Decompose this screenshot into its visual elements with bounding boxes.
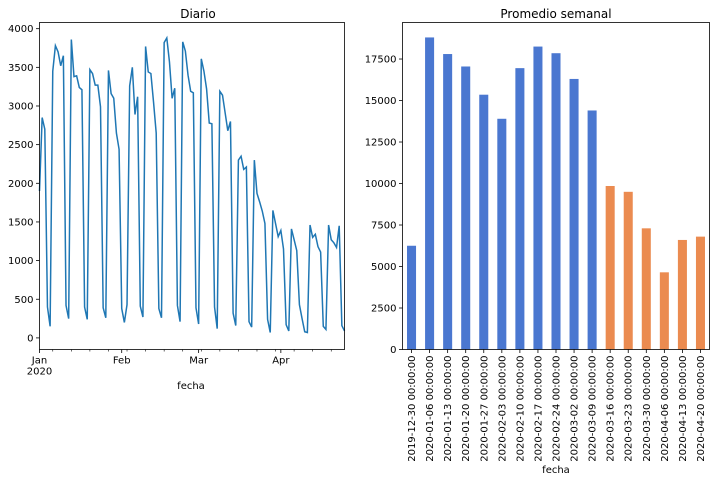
weekly-y-tick-label: 5000 bbox=[371, 262, 396, 273]
weekly-x-tick-label: 2020-03-16 00:00:00 bbox=[606, 356, 617, 462]
weekly-x-tick-label: 2020-04-13 00:00:00 bbox=[678, 356, 689, 462]
weekly-bar bbox=[461, 66, 471, 350]
weekly-x-tick-label: 2020-01-06 00:00:00 bbox=[425, 356, 436, 462]
daily-x-tick-label: Mar bbox=[189, 356, 209, 367]
weekly-x-tick-label: 2020-03-02 00:00:00 bbox=[570, 356, 581, 462]
weekly-y-tick-label: 17500 bbox=[365, 55, 397, 66]
daily-chart-title: Diario bbox=[180, 7, 216, 21]
weekly-bar bbox=[497, 118, 507, 350]
daily-x-tick-label: Feb bbox=[113, 356, 131, 367]
weekly-chart: Promedio semanal 0 2500 5000 7500 10000 12500… bbox=[365, 7, 710, 476]
weekly-bar bbox=[677, 239, 687, 350]
weekly-x-tick-label: 2020-03-23 00:00:00 bbox=[624, 356, 635, 462]
weekly-y-tick-label: 0 bbox=[390, 345, 396, 356]
weekly-bar bbox=[551, 53, 561, 350]
daily-plot-frame bbox=[39, 22, 345, 350]
weekly-bar bbox=[569, 78, 579, 350]
daily-y-tick-label: 1500 bbox=[8, 217, 33, 228]
weekly-bar bbox=[659, 272, 669, 350]
weekly-bar bbox=[443, 54, 453, 350]
weekly-bar bbox=[515, 68, 525, 350]
weekly-x-tick-label: 2020-02-03 00:00:00 bbox=[497, 356, 508, 462]
weekly-x-label: fecha bbox=[542, 465, 570, 476]
daily-y-tick-label: 3500 bbox=[8, 63, 33, 74]
weekly-x-tick-label: 2020-02-10 00:00:00 bbox=[515, 356, 526, 462]
weekly-y-tick-label: 15000 bbox=[365, 96, 397, 107]
weekly-y-tick-label: 7500 bbox=[371, 221, 396, 232]
daily-chart: Diario 05001000150020002500300035004000 … bbox=[8, 7, 346, 392]
weekly-plot-frame bbox=[402, 22, 710, 350]
weekly-y-axis: 0 2500 5000 7500 10000 12500 15000 17500 bbox=[365, 55, 403, 356]
weekly-x-tick-label: 2020-01-20 00:00:00 bbox=[461, 356, 472, 462]
weekly-x-tick-label: 2020-01-13 00:00:00 bbox=[443, 356, 454, 462]
weekly-x-tick-label: 2020-01-27 00:00:00 bbox=[479, 356, 490, 462]
weekly-x-tick-label: 2020-04-06 00:00:00 bbox=[660, 356, 671, 462]
weekly-x-tick-label: 2020-04-20 00:00:00 bbox=[696, 356, 707, 462]
weekly-bar bbox=[479, 94, 489, 350]
weekly-x-tick-label: 2020-02-24 00:00:00 bbox=[552, 356, 563, 462]
daily-y-tick-label: 3000 bbox=[8, 101, 33, 112]
weekly-x-tick-label: 2020-03-30 00:00:00 bbox=[642, 356, 653, 462]
weekly-bar bbox=[641, 228, 651, 350]
weekly-x-axis: 2019-12-30 00:00:00 2020-01-06 00:00:00 20… bbox=[407, 349, 707, 462]
daily-y-axis: 0 500 1000 1500 2000 2500 3000 3500 4000 bbox=[8, 24, 40, 344]
weekly-bar bbox=[623, 191, 633, 350]
daily-x-label: fecha bbox=[177, 381, 205, 392]
weekly-y-tick-label: 10000 bbox=[365, 179, 397, 190]
weekly-chart-title: Promedio semanal bbox=[500, 7, 611, 21]
weekly-x-tick-label: 2019-12-30 00:00:00 bbox=[407, 356, 418, 462]
daily-y-tick-label: 2500 bbox=[8, 140, 33, 151]
daily-series-line bbox=[38, 35, 346, 334]
daily-x-tick-label: Apr bbox=[272, 356, 290, 367]
daily-y-tick-label: 2000 bbox=[8, 179, 33, 190]
weekly-bars bbox=[407, 37, 705, 350]
daily-y-tick-label: 0 bbox=[27, 333, 33, 344]
weekly-bar bbox=[407, 245, 417, 350]
weekly-y-tick-label: 2500 bbox=[371, 304, 396, 315]
weekly-x-tick-label: 2020-02-17 00:00:00 bbox=[533, 356, 544, 462]
weekly-bar bbox=[425, 37, 435, 350]
weekly-bar bbox=[695, 236, 705, 350]
daily-x-tick-year-label: 2020 bbox=[27, 367, 52, 378]
weekly-bar bbox=[605, 186, 615, 350]
weekly-y-tick-label: 12500 bbox=[365, 138, 397, 149]
daily-x-tick-label: Jan bbox=[31, 356, 47, 367]
weekly-x-tick-label: 2020-03-09 00:00:00 bbox=[588, 356, 599, 462]
daily-y-tick-label: 4000 bbox=[8, 24, 33, 35]
daily-y-tick-label: 1000 bbox=[8, 256, 33, 267]
weekly-bar bbox=[533, 46, 543, 350]
weekly-bar bbox=[587, 110, 597, 350]
daily-y-tick-label: 500 bbox=[14, 295, 33, 306]
